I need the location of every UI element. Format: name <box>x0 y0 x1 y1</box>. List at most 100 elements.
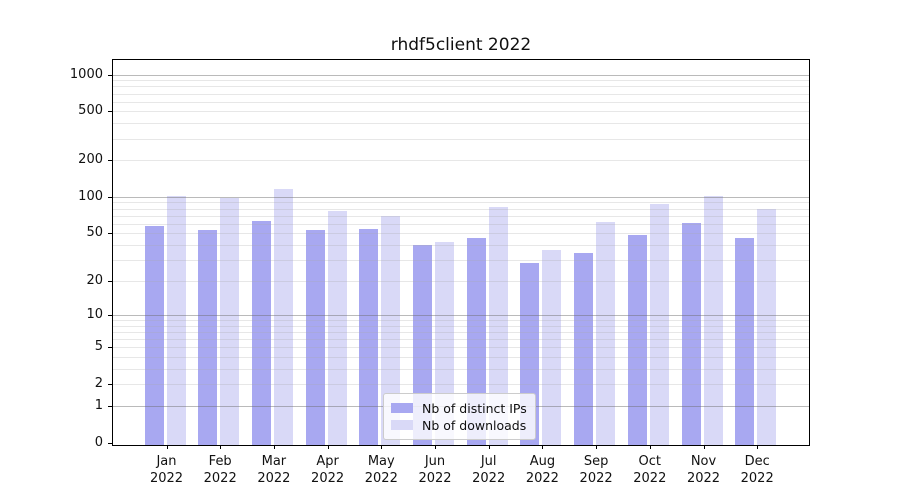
chart-title: rhdf5client 2022 <box>390 35 532 55</box>
x-label-mar: Mar 2022 <box>257 454 291 486</box>
x-label-sep: Sep 2022 <box>579 454 613 486</box>
gridline-900 <box>113 80 809 82</box>
x-label-jul: Jul 2022 <box>472 454 506 486</box>
bar-downloads-oct <box>649 204 669 445</box>
bar-distinct-ips-apr <box>305 230 325 445</box>
gridline-60 <box>113 223 809 225</box>
x-tick-dec <box>757 445 759 449</box>
gridline-200 <box>113 160 809 162</box>
gridline-400 <box>113 123 809 125</box>
x-label-feb: Feb 2022 <box>203 454 237 486</box>
gridline-10 <box>113 315 809 317</box>
y-label-20: 20 <box>86 272 103 288</box>
gridline-80 <box>113 208 809 210</box>
legend-label-downloads: Nb of downloads <box>422 417 527 433</box>
gridline-20 <box>113 280 809 282</box>
gridline-3 <box>113 369 809 371</box>
bar-downloads-dec <box>757 209 777 445</box>
legend-swatch-distinct-ips <box>391 403 413 413</box>
x-label-jun: Jun 2022 <box>418 454 452 486</box>
x-tick-jun <box>435 445 436 449</box>
y-label-2: 2 <box>94 376 103 392</box>
gridline-5 <box>113 347 809 349</box>
legend-item-downloads: Nb of downloads <box>391 417 529 433</box>
x-tick-jan <box>166 445 168 449</box>
x-tick-oct <box>649 445 651 449</box>
gridline-100 <box>113 196 809 198</box>
legend-label-distinct-ips: Nb of distinct IPs <box>422 400 527 416</box>
bar-downloads-apr <box>327 210 347 445</box>
y-label-5: 5 <box>94 339 103 355</box>
gridline-90 <box>113 202 809 204</box>
legend-swatch-downloads <box>391 420 413 430</box>
y-tick-10 <box>108 315 112 317</box>
gridline-40 <box>113 244 809 246</box>
y-tick-1000 <box>108 74 112 76</box>
x-label-may: May 2022 <box>364 454 398 486</box>
legend: Nb of distinct IPs Nb of downloads <box>383 393 536 440</box>
grid-layer <box>113 60 809 445</box>
gridline-8 <box>113 325 809 327</box>
bar-distinct-ips-dec <box>735 237 755 445</box>
y-tick-20 <box>108 280 112 282</box>
bar-distinct-ips-mar <box>251 221 271 445</box>
x-tick-jul <box>488 445 490 449</box>
x-label-nov: Nov 2022 <box>686 454 721 486</box>
y-tick-100 <box>108 196 112 198</box>
bar-distinct-ips-sep <box>574 253 594 445</box>
gridline-300 <box>113 138 809 140</box>
y-label-10: 10 <box>86 307 103 323</box>
plot-area: Jan 2022 Feb 2022 Mar 2022 Apr 2022 May 2022… <box>70 59 810 486</box>
y-tick-50 <box>108 233 112 235</box>
gridline-2 <box>113 384 809 386</box>
gridline-9 <box>113 320 809 322</box>
legend-item-distinct-ips: Nb of distinct IPs <box>391 400 529 416</box>
x-label-aug: Aug 2022 <box>525 454 559 486</box>
y-tick-500 <box>108 111 112 113</box>
x-tick-feb <box>220 445 222 449</box>
x-label-dec: Dec 2022 <box>740 454 774 486</box>
x-tick-aug <box>542 445 544 449</box>
gridline-6 <box>113 339 809 341</box>
y-label-50: 50 <box>86 225 103 241</box>
bar-distinct-ips-nov <box>681 222 701 445</box>
axis-layer: Jan 2022 Feb 2022 Mar 2022 Apr 2022 May 2022… <box>70 60 809 486</box>
gridline-70 <box>113 215 809 217</box>
x-label-jan: Jan 2022 <box>149 454 184 486</box>
x-tick-apr <box>327 445 329 449</box>
bar-distinct-ips-may <box>359 229 379 445</box>
gridline-600 <box>113 101 809 103</box>
x-label-apr: Apr 2022 <box>311 454 345 486</box>
y-tick-200 <box>108 160 112 162</box>
y-label-0: 0 <box>94 435 103 450</box>
bar-downloads-aug <box>542 250 562 445</box>
y-label-500: 500 <box>78 103 103 119</box>
x-tick-nov <box>703 445 705 449</box>
gridline-1000 <box>113 74 809 76</box>
bar-distinct-ips-feb <box>198 230 218 445</box>
y-label-200: 200 <box>78 152 103 168</box>
y-tick-1 <box>108 406 112 408</box>
bar-downloads-may <box>381 215 401 445</box>
bar-distinct-ips-jan <box>144 226 164 445</box>
gridline-30 <box>113 259 809 261</box>
y-label-1: 1 <box>94 398 103 414</box>
gridline-500 <box>113 111 809 113</box>
y-tick-0 <box>108 443 112 444</box>
bar-downloads-nov <box>703 196 723 445</box>
x-tick-mar <box>273 445 275 449</box>
x-label-oct: Oct 2022 <box>633 454 667 486</box>
y-tick-2 <box>108 384 112 386</box>
bar-downloads-mar <box>273 188 293 445</box>
y-label-1000: 1000 <box>69 66 103 82</box>
bar-downloads-jul <box>488 206 508 445</box>
gridline-700 <box>113 93 809 95</box>
bar-downloads-sep <box>596 222 616 445</box>
bar-downloads-feb <box>220 198 240 445</box>
y-tick-5 <box>108 347 112 349</box>
x-tick-sep <box>596 445 598 449</box>
x-tick-may <box>381 445 383 449</box>
y-label-100: 100 <box>78 188 103 204</box>
gridline-7 <box>113 332 809 334</box>
